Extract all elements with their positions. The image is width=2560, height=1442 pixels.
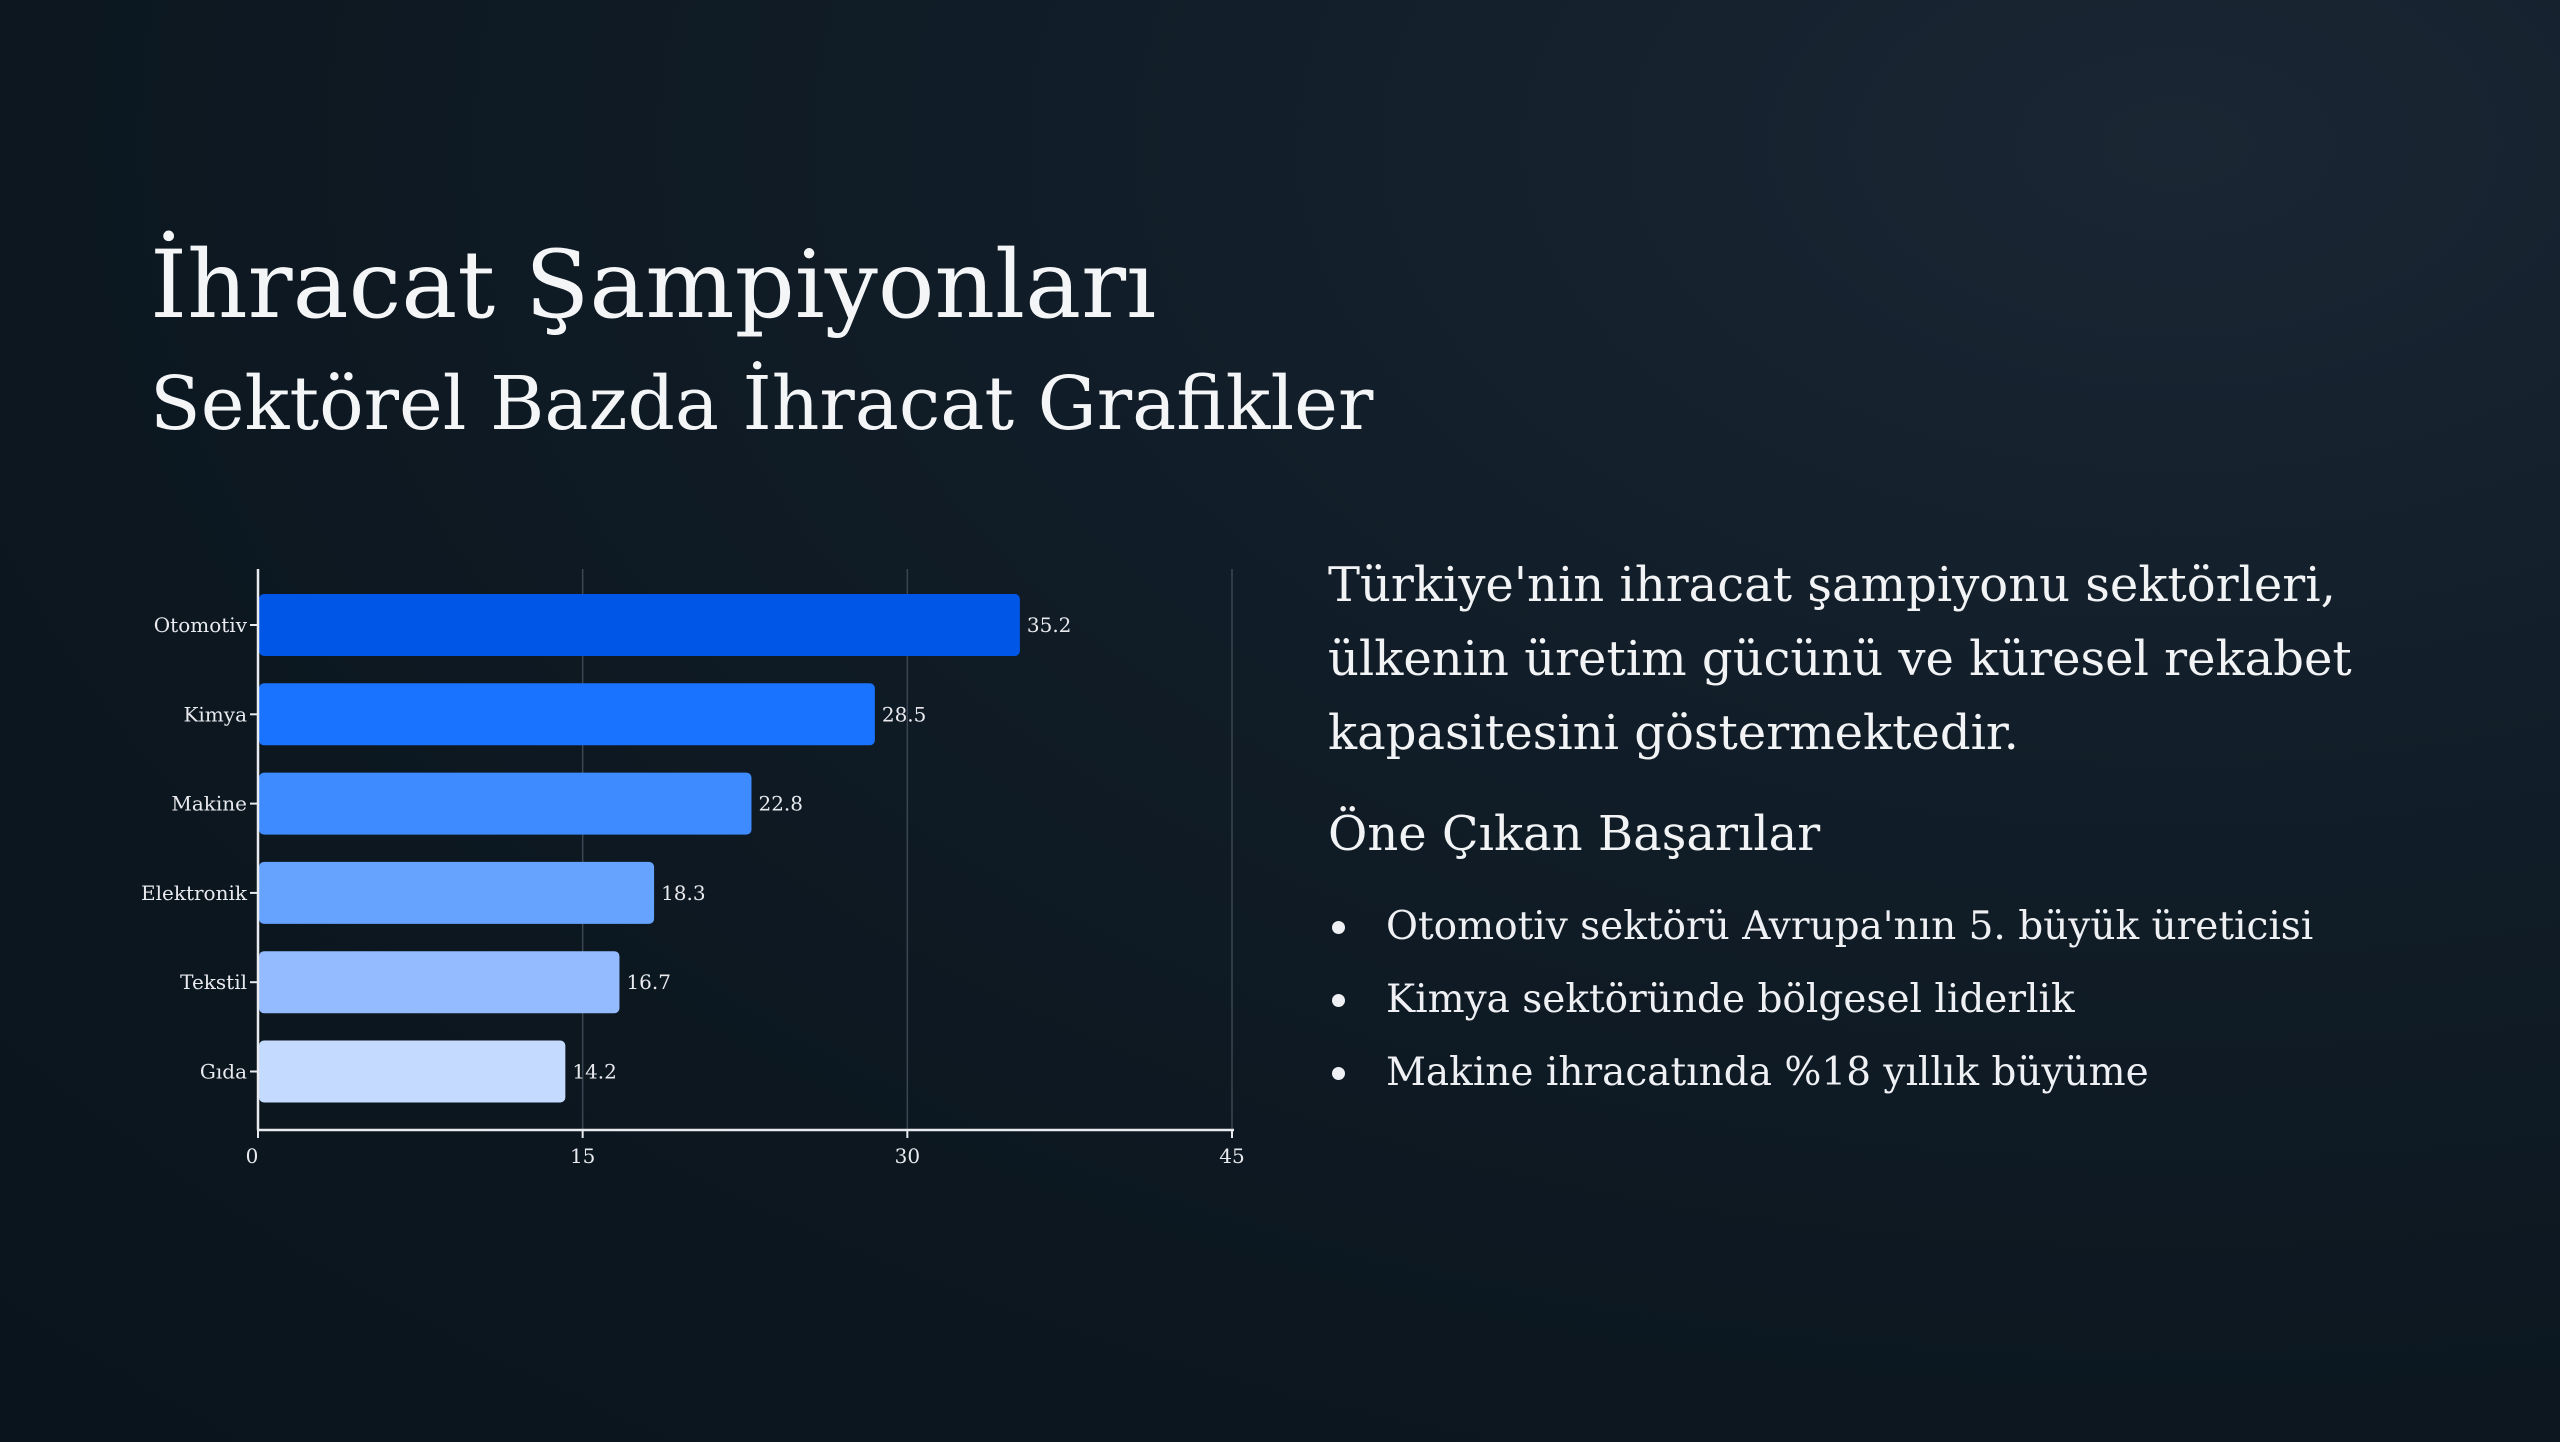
bar-elektronik: [259, 861, 655, 924]
category-label: Otomotiv: [154, 613, 248, 637]
bar-value-label: 22.8: [758, 792, 803, 816]
slide-subtitle: Sektörel Bazda İhracat Grafikler: [150, 361, 1374, 447]
bar-otomotiv: [259, 594, 1020, 656]
category-label: Gıda: [200, 1060, 247, 1084]
bullet-icon: [1332, 921, 1345, 934]
highlight-item: Kimya sektöründe bölgesel liderlik: [1328, 963, 2313, 1036]
highlight-text: Makine ihracatında %18 yıllık büyüme: [1386, 1050, 2149, 1095]
bar-tekstil: [259, 951, 620, 1014]
bar-value-label: 14.2: [572, 1060, 617, 1084]
bar-value-label: 18.3: [661, 881, 706, 905]
x-tick-label: 0: [246, 1144, 259, 1168]
x-tick-label: 45: [1219, 1144, 1244, 1168]
slide-title: İhracat Şampiyonları: [150, 231, 1157, 340]
category-label: Tekstil: [180, 970, 247, 994]
highlight-text: Kimya sektöründe bölgesel liderlik: [1386, 977, 2075, 1022]
description-paragraph: Türkiye'nin ihracat şampiyonu sektörleri…: [1328, 557, 2352, 761]
chart-canvas: 35.2 Otomotiv 28.5 Kimya 22.8 Makine 18.3 Elekt…: [141, 569, 1245, 1168]
category-label: Elektronik: [141, 881, 248, 905]
category-label: Kimya: [183, 702, 247, 726]
bullet-icon: [1332, 1067, 1345, 1080]
bar-gıda: [259, 1040, 566, 1103]
highlight-item: Otomotiv sektörü Avrupa'nın 5. büyük üre…: [1328, 890, 2313, 963]
bar-value-label: 28.5: [882, 702, 927, 726]
highlights-list: Otomotiv sektörü Avrupa'nın 5. büyük üre…: [1328, 890, 2313, 1109]
x-tick-label: 30: [895, 1144, 920, 1168]
bar-kimya: [259, 683, 875, 746]
export-bar-chart: 35.2 Otomotiv 28.5 Kimya 22.8 Makine 18.3 Elekt…: [130, 555, 1260, 1175]
bullet-icon: [1332, 994, 1345, 1007]
highlight-item: Makine ihracatında %18 yıllık büyüme: [1328, 1036, 2313, 1109]
bar-value-label: 35.2: [1027, 613, 1072, 637]
highlight-text: Otomotiv sektörü Avrupa'nın 5. büyük üre…: [1386, 904, 2314, 949]
highlights-heading: Öne Çıkan Başarılar: [1328, 806, 1821, 862]
bar-makine: [259, 772, 752, 835]
bar-value-label: 16.7: [626, 970, 671, 994]
x-tick-label: 15: [570, 1144, 595, 1168]
description-text: Türkiye'nin ihracat şampiyonu sektörleri…: [1328, 548, 2428, 770]
category-label: Makine: [171, 792, 247, 816]
